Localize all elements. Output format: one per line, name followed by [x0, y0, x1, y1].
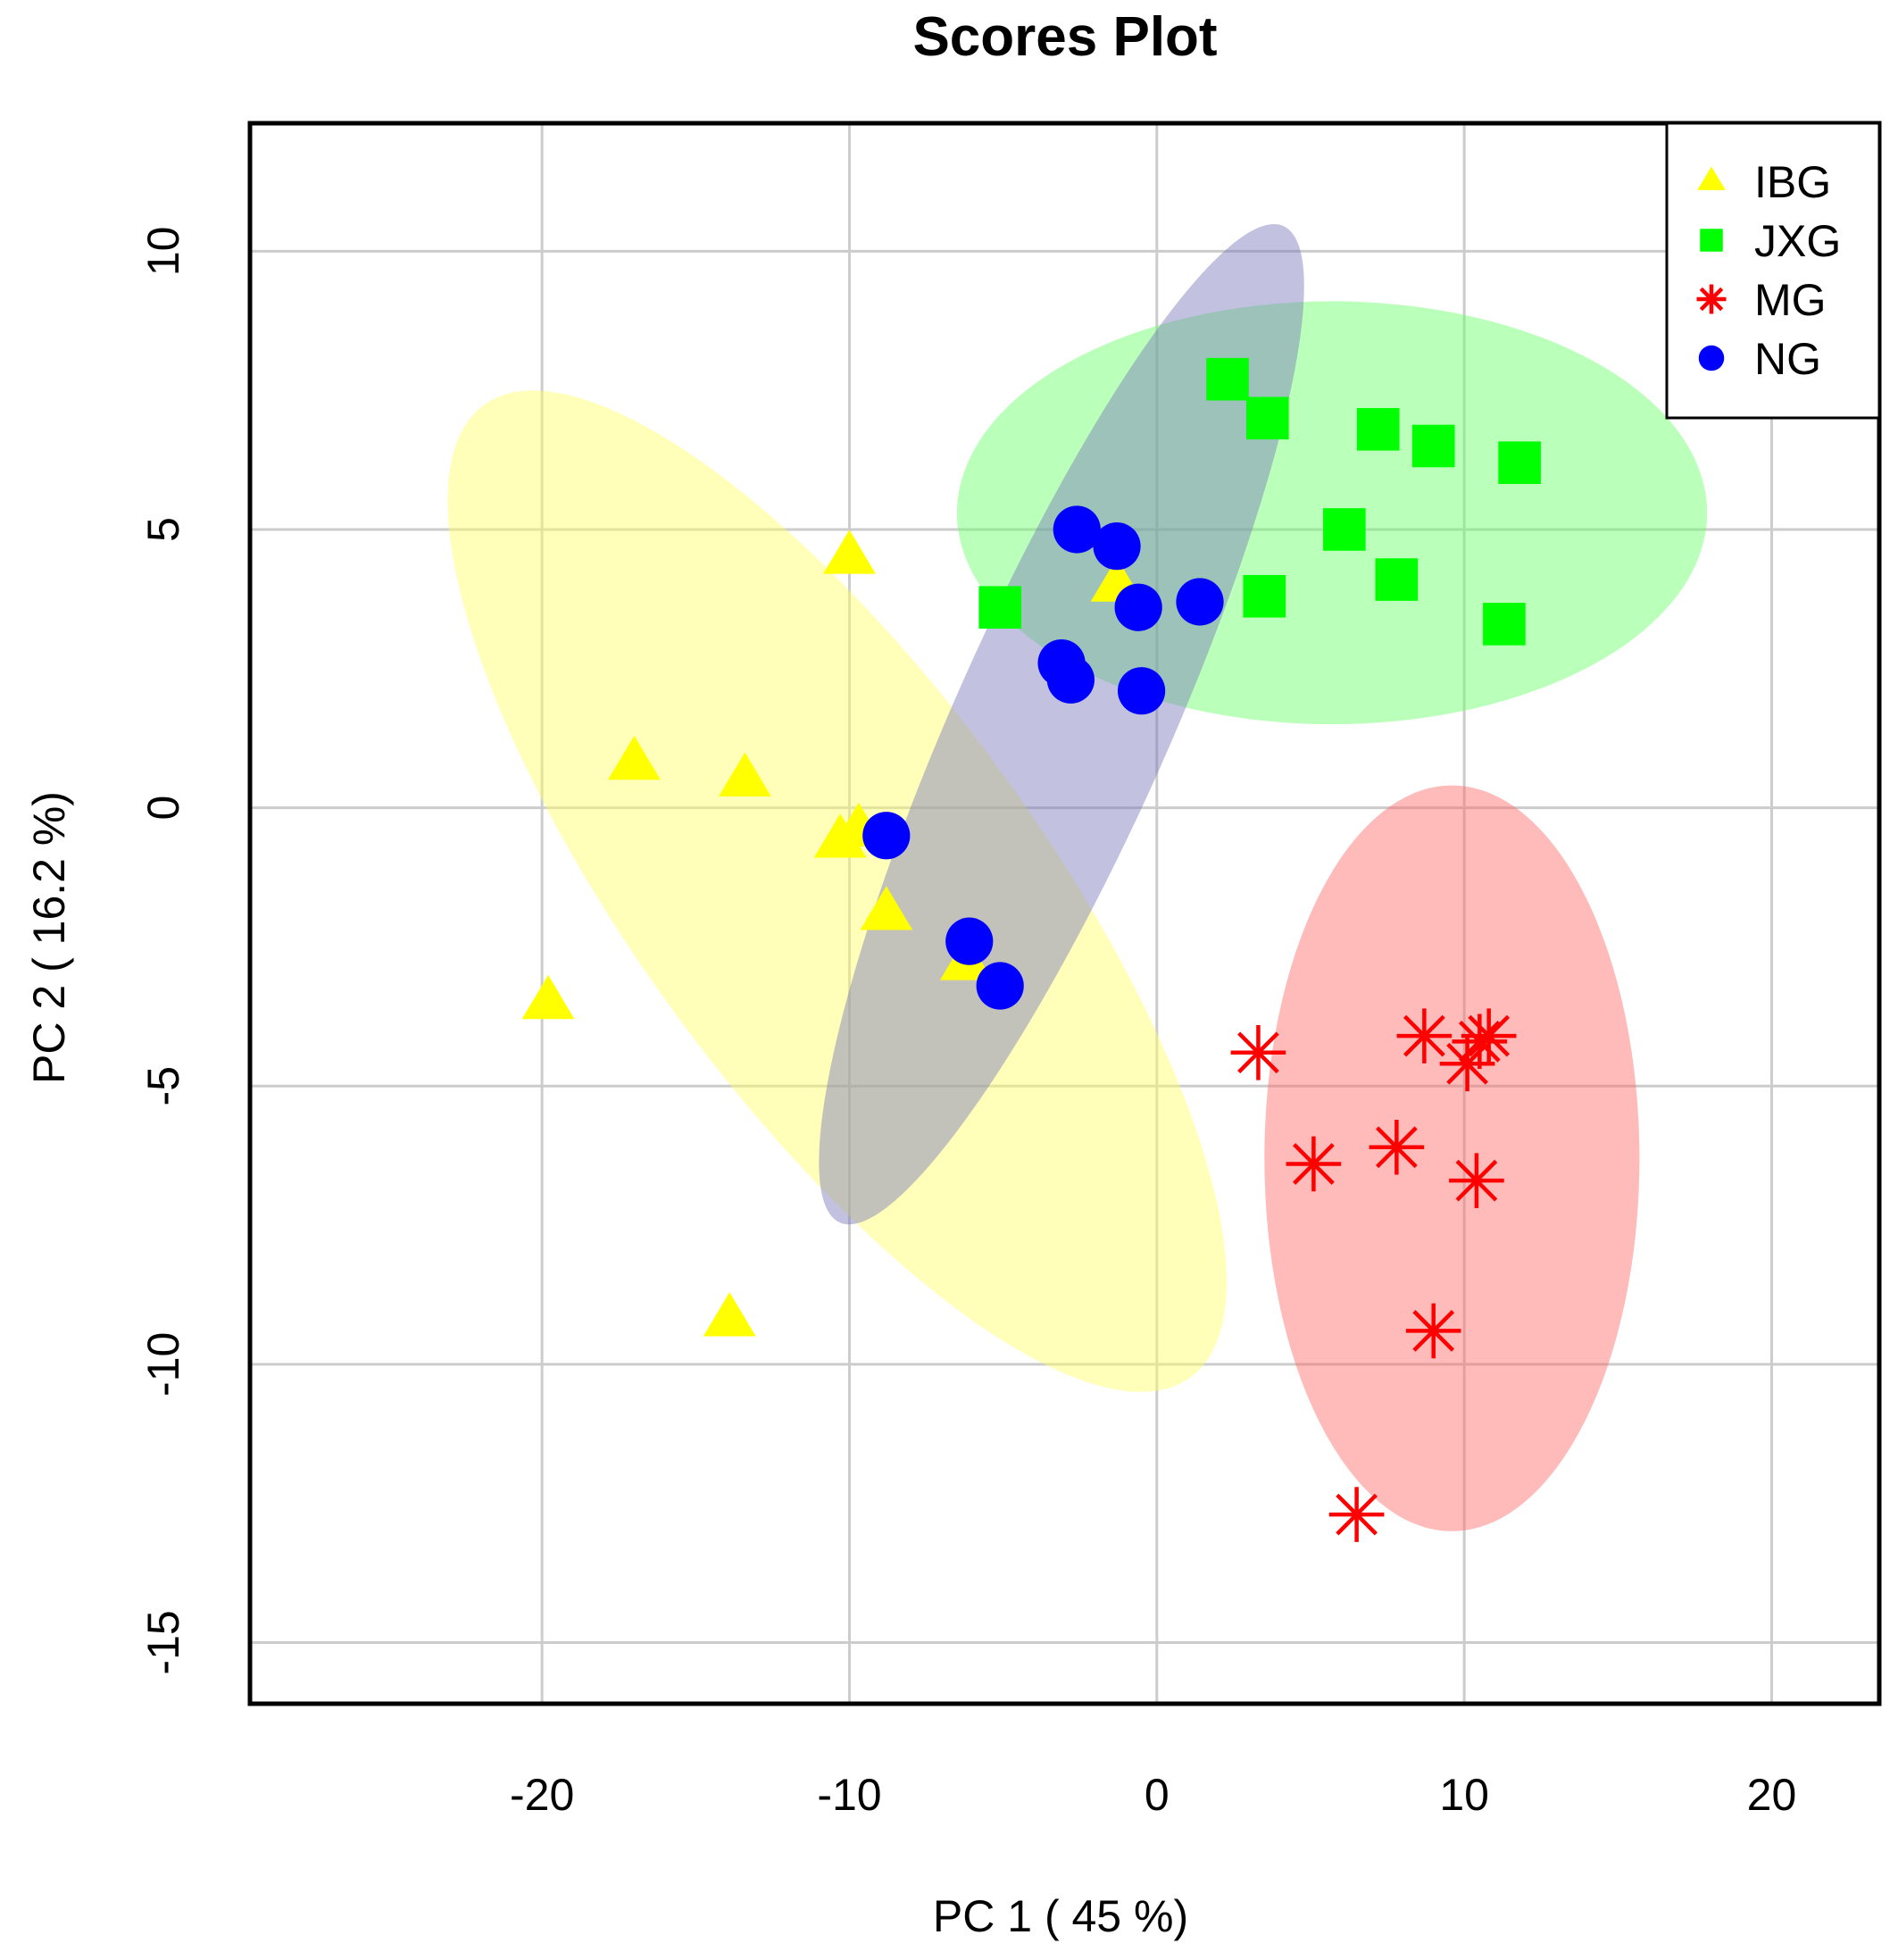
point-jxg [1498, 441, 1541, 484]
point-mg [1405, 1303, 1461, 1359]
point-mg [1230, 1025, 1286, 1080]
point-ibg [521, 974, 575, 1020]
data-points [521, 357, 1541, 1542]
point-ng [1114, 583, 1162, 631]
legend-label-ng: NG [1754, 334, 1821, 384]
x-tick-label: 0 [1145, 1770, 1170, 1820]
point-jxg [1411, 424, 1455, 468]
legend-label-mg: MG [1754, 275, 1827, 325]
point-ng [1176, 578, 1224, 626]
point-ibg [703, 1292, 756, 1337]
legend-marker-ibg [1697, 166, 1726, 190]
point-ng [862, 812, 911, 860]
legend-box [1665, 121, 1881, 420]
point-mg [1369, 1119, 1425, 1175]
point-jxg [1206, 357, 1249, 401]
y-tick-label: 5 [138, 517, 188, 542]
point-mg [1439, 1036, 1495, 1092]
plot-frame [247, 121, 1882, 1706]
y-tick-label: -5 [138, 1066, 188, 1105]
ellipse-ibg [447, 390, 1227, 1392]
point-mg [1449, 1153, 1504, 1208]
point-mg [1461, 1008, 1517, 1063]
point-ibg [823, 530, 876, 574]
point-ibg [608, 735, 661, 780]
legend-marker-ng [1698, 345, 1725, 371]
ellipse-ng [819, 223, 1304, 1225]
point-ng [976, 962, 1024, 1010]
point-jxg [1356, 407, 1400, 451]
chart-title: Scores Plot [912, 6, 1217, 68]
point-ng [1093, 522, 1141, 571]
point-ibg [860, 886, 913, 930]
point-jxg [978, 586, 1021, 630]
point-jxg [1483, 603, 1526, 646]
ellipse-mg [1264, 785, 1640, 1531]
y-tick-label: -10 [138, 1332, 188, 1397]
point-ng [1053, 505, 1101, 554]
y-tick-label: 0 [138, 796, 188, 821]
point-mg [1328, 1487, 1385, 1542]
legend-label-jxg: JXG [1754, 216, 1841, 266]
point-ng [945, 917, 994, 965]
y-tick-label: -15 [138, 1610, 188, 1674]
y-tick-label: 10 [138, 227, 188, 277]
point-jxg [1243, 574, 1286, 618]
point-jxg [1323, 508, 1366, 551]
legend-marker-jxg [1700, 229, 1723, 252]
x-axis-label: PC 1 ( 45 %) [933, 1891, 1188, 1941]
point-ibg [813, 813, 867, 858]
x-tick-label: -10 [817, 1770, 881, 1820]
x-tick-label: 10 [1439, 1770, 1489, 1820]
point-mg [1286, 1136, 1342, 1192]
point-ng [1046, 655, 1095, 704]
x-tick-label: 20 [1747, 1770, 1797, 1820]
point-ng [1117, 667, 1166, 715]
point-jxg [1245, 396, 1289, 440]
x-tick-label: -20 [510, 1770, 574, 1820]
point-mg [1396, 1008, 1453, 1063]
confidence-ellipses [447, 223, 1708, 1531]
legend: IBG JXG MG NG [1665, 121, 1881, 420]
grid [250, 123, 1879, 1704]
point-jxg [1375, 558, 1419, 601]
point-ibg [718, 752, 771, 797]
axes: -20 -10 0 10 20 -15 -10 -5 0 5 10 [138, 121, 1882, 1820]
y-axis-label: PC 2 ( 16.2 %) [24, 791, 74, 1084]
legend-label-ibg: IBG [1754, 157, 1831, 207]
legend-marker-mg [1696, 284, 1727, 314]
point-mg [1452, 1013, 1508, 1070]
